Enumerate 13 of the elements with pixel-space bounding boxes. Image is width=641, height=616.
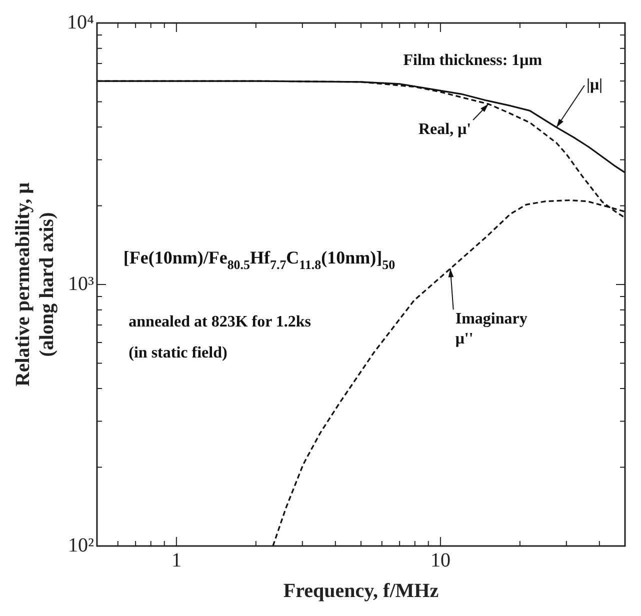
x-tick-label: 10 xyxy=(430,549,450,572)
text: |μ| xyxy=(586,76,603,94)
series-label: Real, μ' xyxy=(418,121,472,138)
y-tick-label: 10⁴ xyxy=(66,11,94,34)
y-axis-title: Relative permeability, μ (along hard axis) xyxy=(12,182,58,387)
y-tick-label: 10³ xyxy=(68,272,94,295)
y-tick-label: 10² xyxy=(68,534,94,556)
annotation: annealed at 823K for 1.2ks xyxy=(128,313,312,330)
text: Imaginary μ'' xyxy=(455,310,528,348)
x-axis-title: Frequency, f/MHz xyxy=(283,580,439,602)
annotation: (in static field) xyxy=(128,344,228,362)
x-tick-label: 1 xyxy=(171,549,182,572)
annotation: Film thickness: 1μm xyxy=(403,52,543,69)
